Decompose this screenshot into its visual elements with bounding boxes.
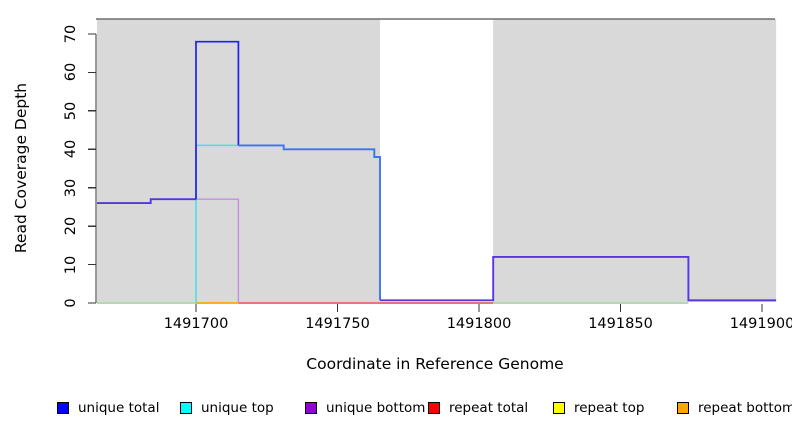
y-tick-label: 20 bbox=[63, 216, 79, 236]
legend-swatch-icon bbox=[553, 402, 565, 414]
series-unique-right-overlap bbox=[380, 255, 777, 302]
legend-item-repeat-total: repeat total bbox=[428, 400, 528, 416]
legend-swatch-icon bbox=[57, 402, 69, 414]
legend-swatch-icon bbox=[677, 402, 689, 414]
y-tick-label: 60 bbox=[63, 63, 79, 82]
x-axis-title: Coordinate in Reference Genome bbox=[306, 355, 564, 373]
background-panel bbox=[493, 19, 777, 302]
y-tick-label: 0 bbox=[63, 298, 79, 308]
series-unique-total-peak bbox=[195, 40, 240, 200]
y-tick-label: 40 bbox=[63, 140, 79, 159]
series-unique-bottom-step bbox=[196, 198, 240, 303]
legend-item-repeat-top: repeat top bbox=[553, 400, 644, 416]
y-tick-label: 50 bbox=[63, 101, 79, 121]
legend-item-unique-total: unique total bbox=[57, 400, 159, 416]
legend-label: repeat total bbox=[449, 400, 529, 416]
legend-swatch-icon bbox=[305, 402, 317, 414]
x-tick-label: 1491700 bbox=[163, 316, 229, 332]
legend-label: unique bottom bbox=[326, 400, 426, 416]
legend-item-unique-bottom: unique bottom bbox=[305, 400, 425, 416]
legend-swatch-icon bbox=[428, 402, 440, 414]
legend-swatch-icon bbox=[180, 402, 192, 414]
legend-item-unique-top: unique top bbox=[180, 400, 274, 416]
y-tick-label: 30 bbox=[63, 178, 79, 197]
y-axis-title: Read Coverage Depth bbox=[12, 82, 30, 254]
y-tick-label: 10 bbox=[63, 255, 79, 274]
series-unique-total-mid bbox=[238, 144, 381, 301]
x-tick-label: 1491800 bbox=[446, 316, 512, 332]
x-tick-label: 1491750 bbox=[305, 316, 370, 332]
legend-label: repeat top bbox=[574, 400, 645, 416]
legend-label: repeat bottom bbox=[698, 400, 792, 416]
legend-item-repeat-bottom: repeat bottom bbox=[677, 400, 792, 416]
y-tick-label: 70 bbox=[63, 24, 79, 44]
legend-label: unique total bbox=[78, 400, 160, 416]
x-tick-label: 1491850 bbox=[588, 316, 653, 332]
legend-label: unique top bbox=[201, 400, 274, 416]
x-tick-label: 1491900 bbox=[729, 316, 792, 332]
series-unique-left-overlap bbox=[97, 198, 196, 205]
